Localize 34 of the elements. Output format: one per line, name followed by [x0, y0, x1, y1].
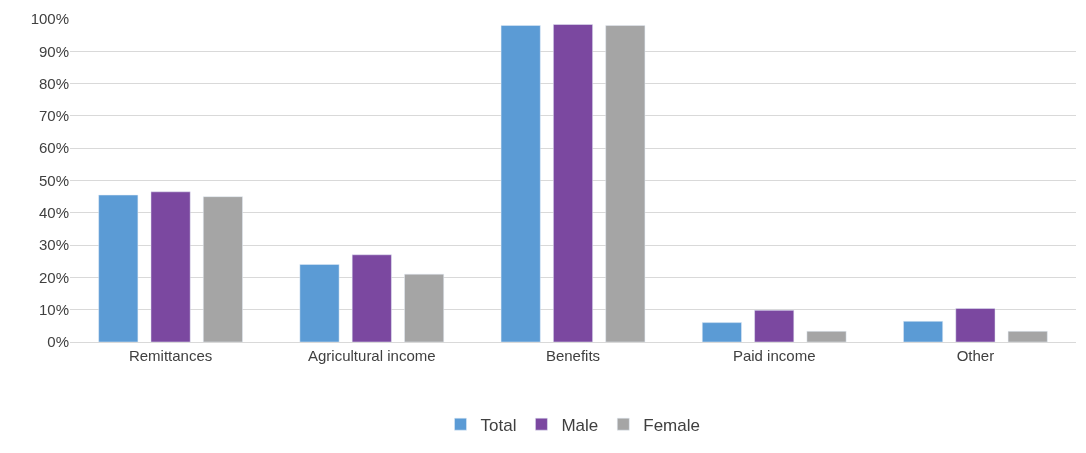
legend-label: Male: [561, 415, 599, 435]
bar: [500, 25, 541, 342]
bar: [404, 273, 444, 342]
y-tick-label: 70%: [38, 107, 69, 125]
bar: [605, 25, 646, 342]
bar: [754, 310, 795, 342]
y-tick-label: 80%: [38, 74, 69, 92]
y-tick-label: 30%: [38, 236, 69, 254]
bar: [203, 196, 243, 342]
y-tick-label: 60%: [38, 139, 69, 157]
legend-label: Total: [480, 415, 517, 435]
bar: [351, 254, 392, 342]
y-tick-label: 0%: [47, 333, 69, 351]
bar: [1007, 331, 1048, 342]
y-tick-label: 10%: [38, 300, 69, 318]
bar: [150, 191, 191, 342]
x-tick-label: Remittances: [128, 347, 213, 364]
bar: [955, 308, 996, 342]
bar: [702, 322, 742, 342]
y-tick-label: 90%: [38, 42, 69, 60]
legend-label: Female: [643, 415, 700, 435]
x-tick-label: Agricultural income: [308, 347, 436, 364]
x-tick-label: Paid income: [732, 347, 816, 364]
y-tick-label: 20%: [38, 268, 69, 286]
bar: [806, 331, 847, 342]
y-tick-label: 40%: [38, 204, 69, 222]
y-tick-label: 50%: [38, 171, 69, 189]
bar: [553, 24, 593, 342]
x-tick-label: Benefits: [545, 347, 601, 364]
bar: [299, 264, 340, 342]
y-tick-label: 100%: [30, 10, 69, 28]
x-tick-label: Other: [956, 347, 995, 364]
bar: [98, 194, 139, 342]
bar: [903, 321, 943, 342]
